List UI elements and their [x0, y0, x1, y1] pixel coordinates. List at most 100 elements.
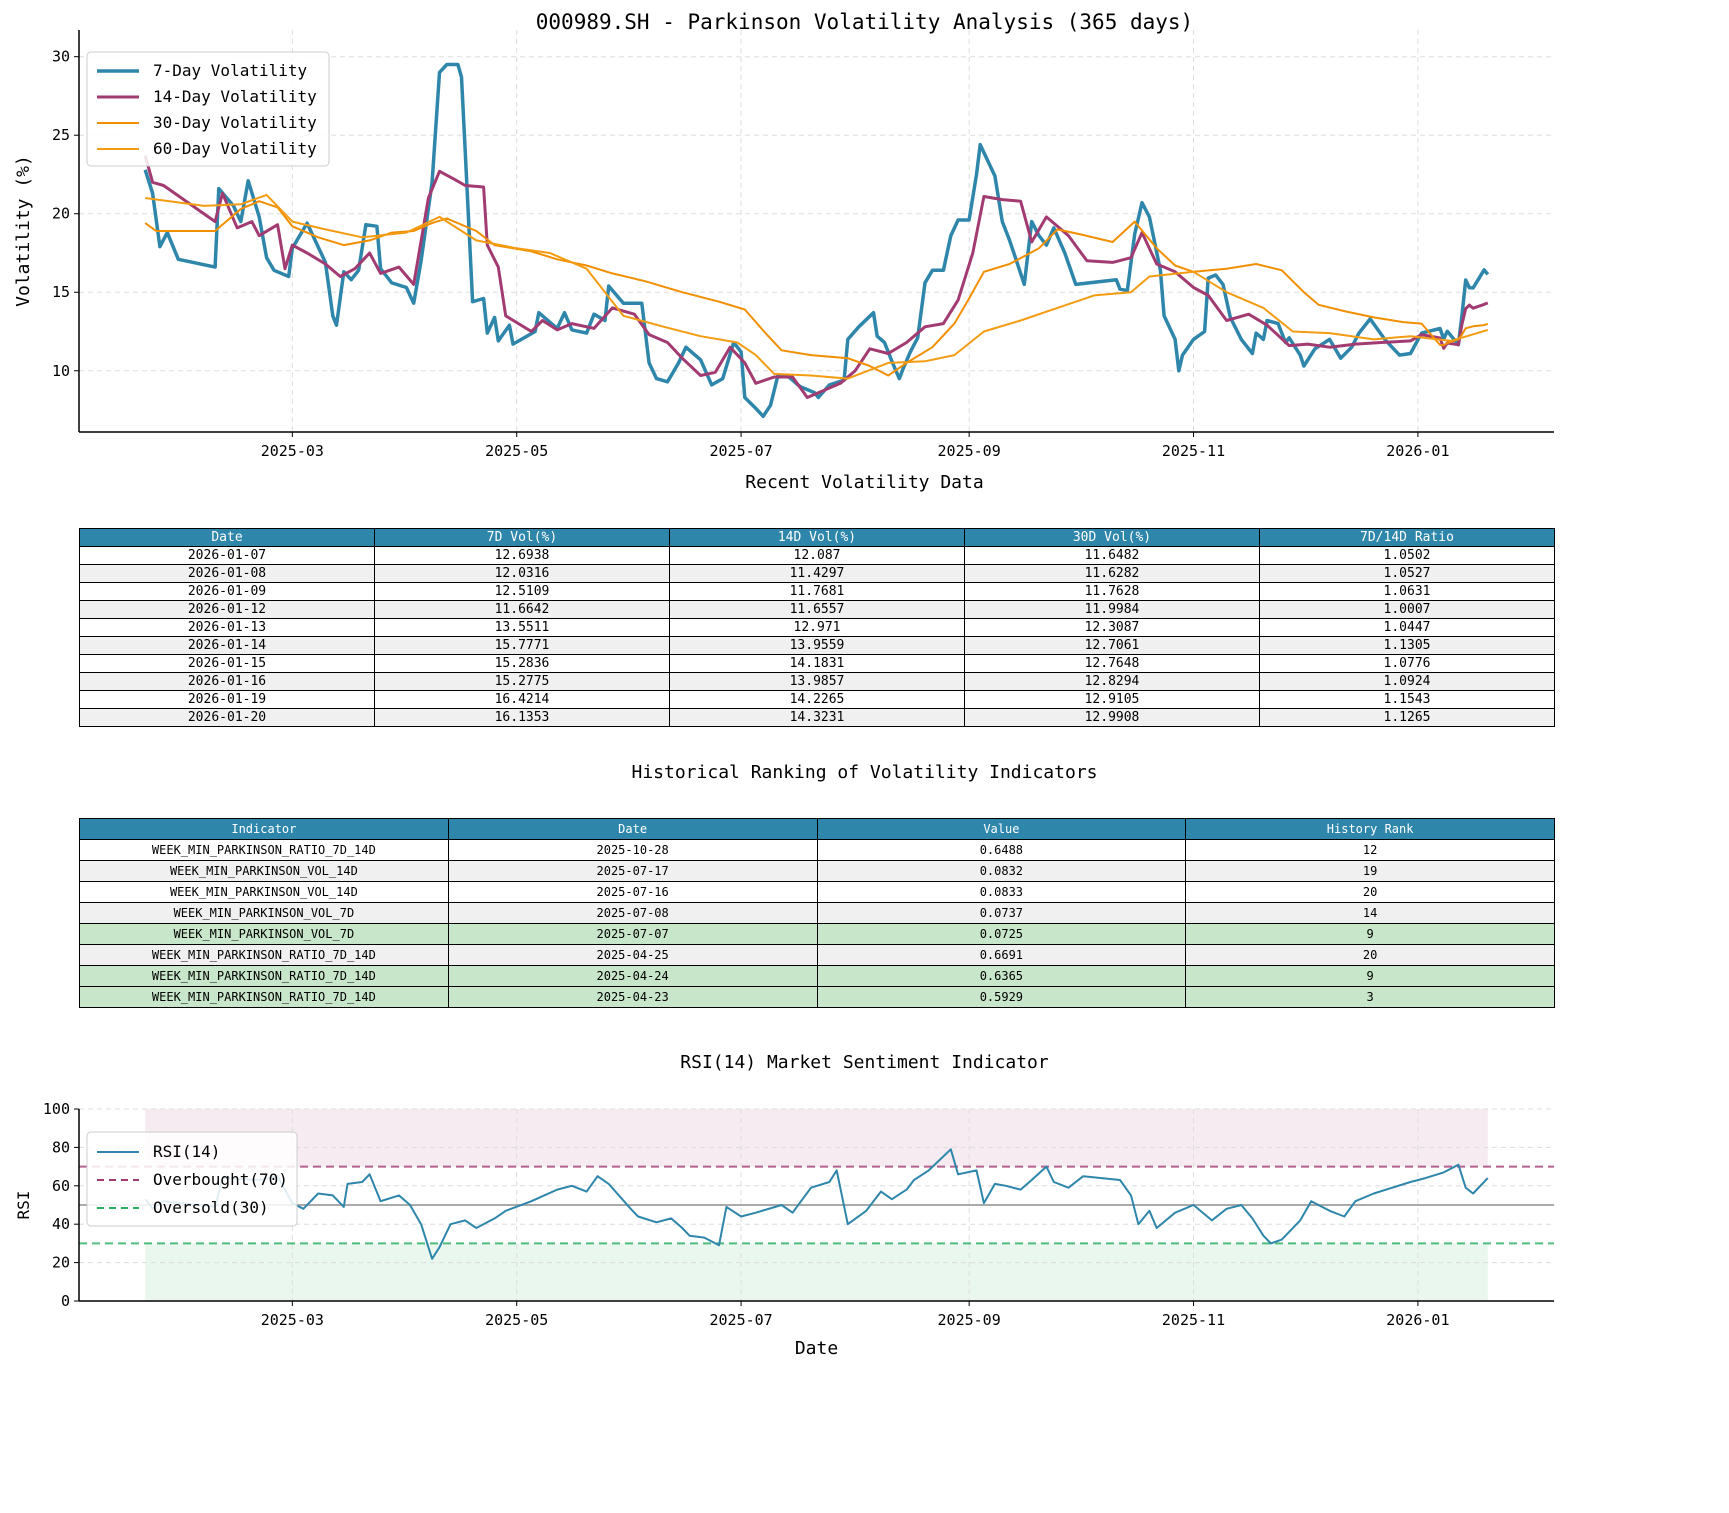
table-cell: 2026-01-13: [79, 618, 375, 637]
x-tick-label: 2025-03: [261, 1311, 324, 1329]
table-cell: 1.0924: [1259, 672, 1555, 691]
table-row: WEEK_MIN_PARKINSON_VOL_14D 2025-07-17 0.08…: [79, 860, 1555, 882]
legend: [86, 1131, 298, 1227]
table-cell: 16.1353: [374, 708, 670, 727]
table-cell: 12.971: [669, 618, 965, 637]
figure-title: 000989.SH - Parkinson Volatility Analysi…: [535, 10, 1194, 34]
table-cell: 0.0737: [816, 902, 1187, 924]
table-cell: 0.6691: [816, 944, 1187, 966]
y-axis-label: RSI: [14, 1191, 33, 1220]
table-cell: 13.5511: [374, 618, 670, 637]
table-cell: WEEK_MIN_PARKINSON_RATIO_7D_14D: [79, 944, 449, 966]
table-cell: 1.0502: [1259, 546, 1555, 565]
table-cell: 19: [1185, 860, 1555, 882]
legend-label: 14-Day Volatility: [153, 87, 317, 106]
legend-label: Overbought(70): [153, 1170, 288, 1189]
table-cell: 2025-07-16: [447, 881, 818, 903]
x-tick-label: 2025-05: [485, 442, 548, 460]
table-cell: 13.9857: [669, 672, 965, 691]
table-cell: WEEK_MIN_PARKINSON_RATIO_7D_14D: [79, 839, 449, 861]
series-line-0: [144, 1148, 1489, 1260]
column-header: History Rank: [1185, 818, 1555, 840]
table-cell: 0.0725: [816, 923, 1187, 945]
table-cell: 12.9908: [964, 708, 1260, 727]
table-row: 2026-01-08 12.0316 11.4297 11.6282 1.0527: [79, 564, 1555, 583]
table-cell: 2025-07-07: [447, 923, 818, 945]
table-cell: WEEK_MIN_PARKINSON_VOL_14D: [79, 881, 449, 903]
table-cell: 12.087: [669, 546, 965, 565]
table-row: WEEK_MIN_PARKINSON_RATIO_7D_14D 2025-04-2…: [79, 944, 1555, 966]
series-line-2: [144, 200, 1489, 377]
table-row: 2026-01-14 15.7771 13.9559 12.7061 1.1305: [79, 636, 1555, 655]
y-tick-label: 40: [52, 1215, 70, 1233]
table-cell: 2025-07-08: [447, 902, 818, 924]
column-header: 7D Vol(%): [374, 528, 670, 547]
table-cell: 2026-01-08: [79, 564, 375, 583]
table-row: WEEK_MIN_PARKINSON_RATIO_7D_14D 2025-04-2…: [79, 986, 1555, 1008]
table-cell: 2026-01-09: [79, 582, 375, 601]
series-line-0: [143, 62, 1490, 419]
table-cell: 0.6365: [816, 965, 1187, 987]
table-cell: 1.0007: [1259, 600, 1555, 619]
table-row: 2026-01-15 15.2836 14.1831 12.7648 1.0776: [79, 654, 1555, 673]
table-row: 2026-01-13 13.5511 12.971 12.3087 1.0447: [79, 618, 1555, 637]
table-cell: 0.6488: [816, 839, 1187, 861]
table-cell: 0.0832: [816, 860, 1187, 882]
y-tick-label: 10: [52, 362, 70, 380]
table-cell: 0.0833: [816, 881, 1187, 903]
table-row: 2026-01-09 12.5109 11.7681 11.7628 1.0631: [79, 582, 1555, 601]
x-tick-label: 2026-01: [1386, 1311, 1449, 1329]
y-tick-label: 0: [61, 1292, 70, 1310]
table-cell: 2026-01-15: [79, 654, 375, 673]
table-cell: 2026-01-07: [79, 546, 375, 565]
table-cell: 2026-01-19: [79, 690, 375, 709]
table-cell: 1.0447: [1259, 618, 1555, 637]
x-axis-label: Date: [795, 1338, 838, 1359]
table-cell: 16.4214: [374, 690, 670, 709]
table-cell: 2025-10-28: [447, 839, 818, 861]
table-cell: 13.9559: [669, 636, 965, 655]
y-tick-label: 15: [52, 283, 70, 301]
x-tick-label: 2025-11: [1162, 1311, 1225, 1329]
table-cell: 12.5109: [374, 582, 670, 601]
rsi-title: RSI(14) Market Sentiment Indicator: [680, 1052, 1049, 1073]
table-cell: 1.1265: [1259, 708, 1555, 727]
y-tick-label: 100: [43, 1100, 70, 1118]
table-cell: 9: [1185, 965, 1555, 987]
table-cell: 15.2836: [374, 654, 670, 673]
table-cell: 11.7681: [669, 582, 965, 601]
y-tick-label: 60: [52, 1177, 70, 1195]
table-row: 2026-01-12 11.6642 11.6557 11.9984 1.0007: [79, 600, 1555, 619]
table-cell: 12.7061: [964, 636, 1260, 655]
table-cell: 11.6282: [964, 564, 1260, 583]
y-tick-label: 20: [52, 205, 70, 223]
legend-label: Oversold(30): [153, 1198, 269, 1217]
table-cell: WEEK_MIN_PARKINSON_VOL_7D: [79, 902, 449, 924]
recent-volatility-table: Date 7D Vol(%) 14D Vol(%) 30D Vol(%) 7D/14D …: [79, 528, 1555, 727]
table-cell: 9: [1185, 923, 1555, 945]
recent-table-title: Recent Volatility Data: [745, 472, 984, 493]
table-cell: 12: [1185, 839, 1555, 861]
table-cell: 1.0631: [1259, 582, 1555, 601]
x-tick-label: 2025-09: [938, 1311, 1001, 1329]
column-header: Indicator: [79, 818, 449, 840]
table-row: WEEK_MIN_PARKINSON_VOL_14D 2025-07-16 0.08…: [79, 881, 1555, 903]
table-cell: 14.2265: [669, 690, 965, 709]
table-cell: 2026-01-14: [79, 636, 375, 655]
column-header: 7D/14D Ratio: [1259, 528, 1555, 547]
column-header: Date: [447, 818, 818, 840]
y-tick-label: 80: [52, 1138, 70, 1156]
table-row: WEEK_MIN_PARKINSON_VOL_7D 2025-07-08 0.073…: [79, 902, 1555, 924]
column-header: Value: [816, 818, 1187, 840]
y-tick-label: 30: [52, 48, 70, 66]
table-cell: 1.1543: [1259, 690, 1555, 709]
table-cell: 1.0527: [1259, 564, 1555, 583]
legend-label: RSI(14): [153, 1142, 220, 1161]
x-tick-label: 2025-03: [261, 442, 324, 460]
table-cell: 20: [1185, 881, 1555, 903]
column-header: 30D Vol(%): [964, 528, 1260, 547]
table-cell: 2026-01-20: [79, 708, 375, 727]
x-tick-label: 2025-11: [1162, 442, 1225, 460]
ranking-table-title: Historical Ranking of Volatility Indicat…: [631, 762, 1098, 783]
